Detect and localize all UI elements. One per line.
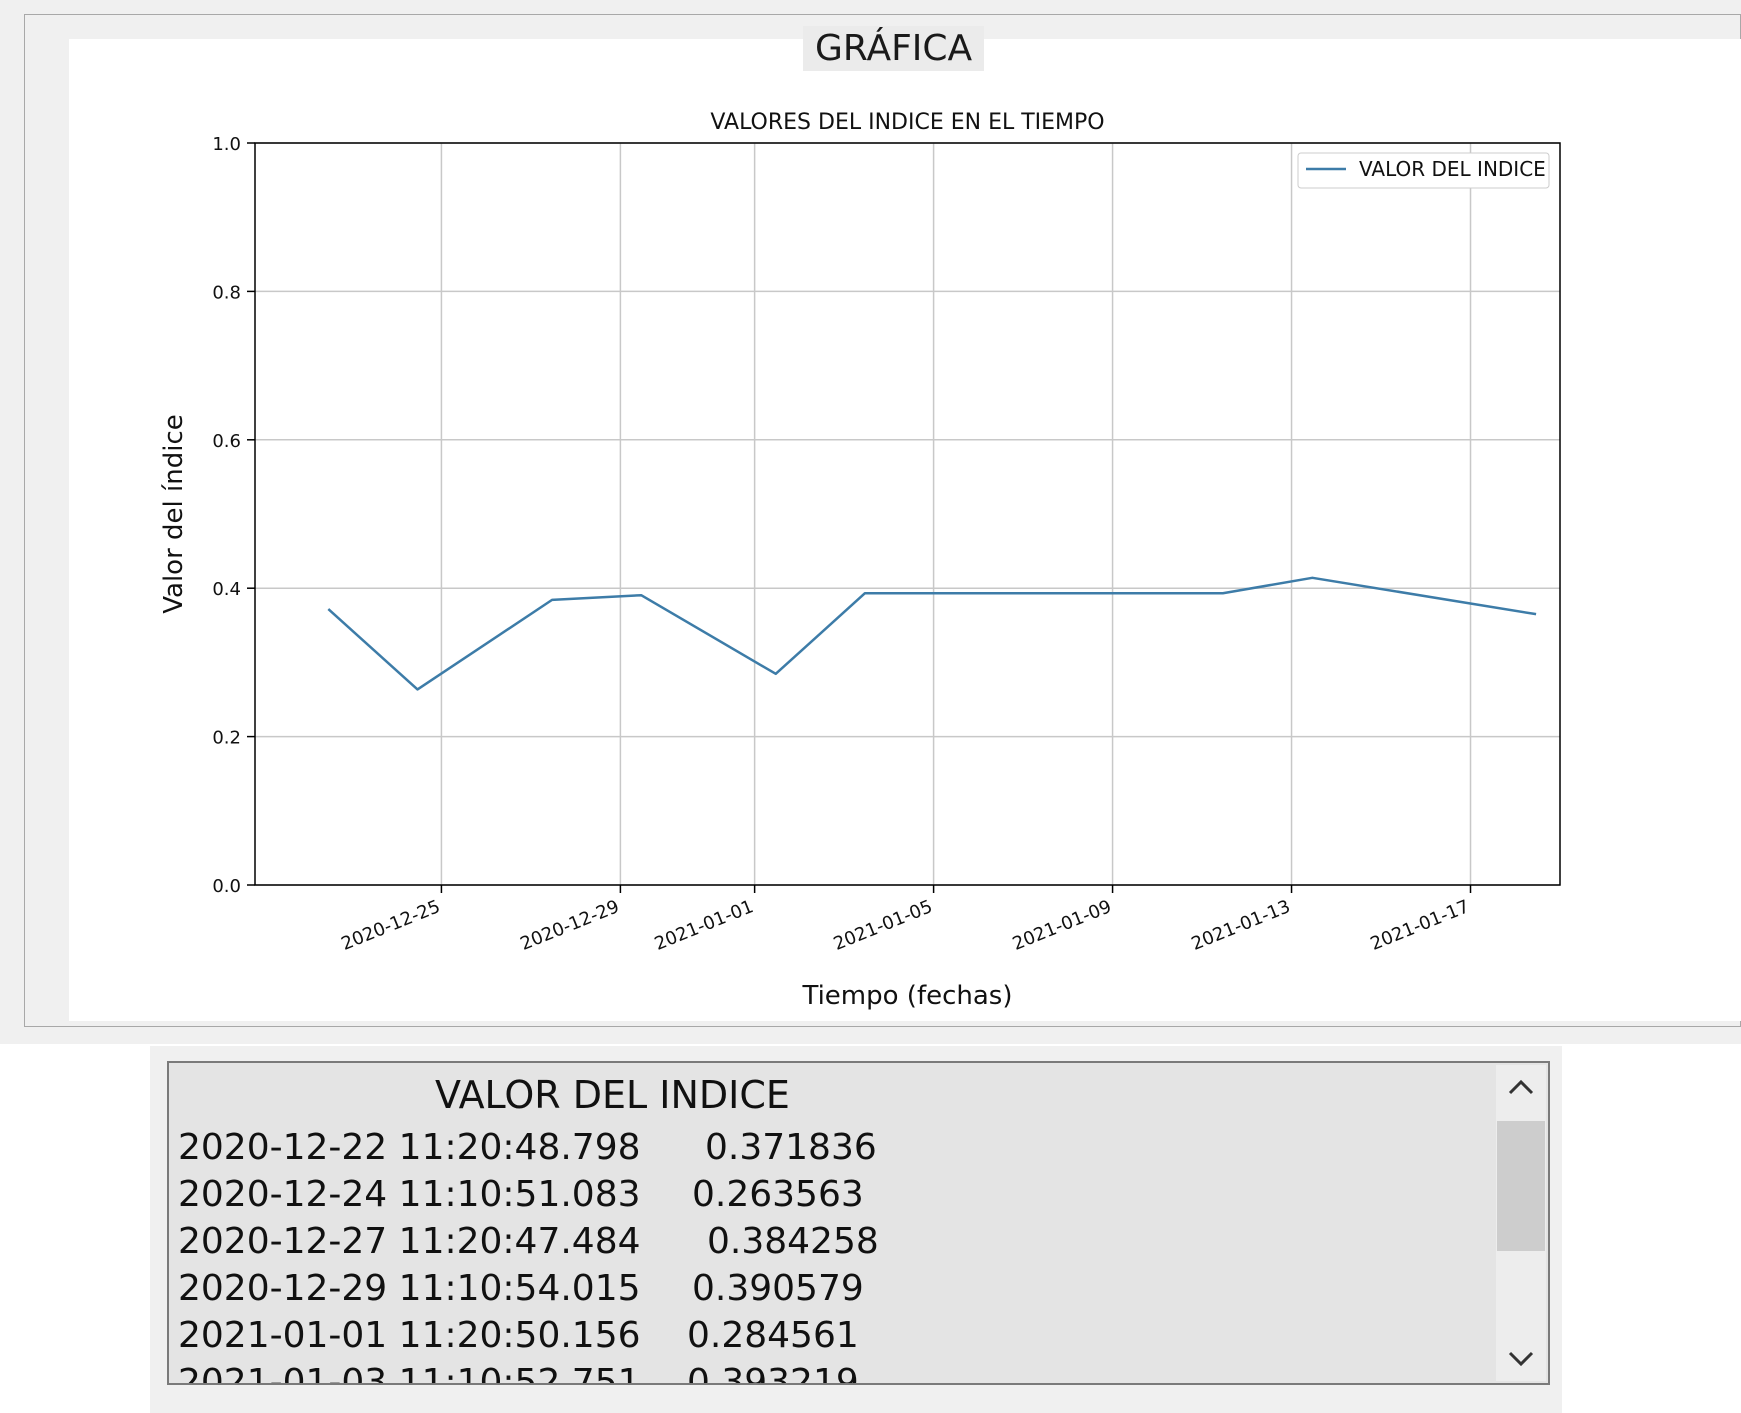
list-item-timestamp: 2020-12-24 11:10:51.083 bbox=[178, 1174, 641, 1215]
chevron-up-icon bbox=[1508, 1079, 1534, 1095]
line-chart: 0.0 0.2 0.4 0.6 0.8 1.0 2020-12-25 2020-12-29 20… bbox=[159, 110, 1561, 1011]
y-tick-label: 0.4 bbox=[212, 579, 241, 600]
series bbox=[327, 576, 1537, 691]
list-item-timestamp: 2020-12-22 11:20:48.798 bbox=[178, 1127, 641, 1168]
series-line bbox=[327, 576, 1537, 691]
values-listbox[interactable]: VALOR DEL INDICE 2020-12-22 11:20:48.798… bbox=[167, 1061, 1550, 1385]
list-item-value: 0.263563 bbox=[692, 1174, 864, 1215]
y-tick-label: 0.8 bbox=[212, 282, 241, 303]
chevron-down-icon bbox=[1508, 1351, 1534, 1367]
list-item-value: 0.371836 bbox=[705, 1127, 877, 1168]
plot-area bbox=[254, 142, 1561, 886]
list-item-timestamp: 2020-12-27 11:20:47.484 bbox=[178, 1221, 641, 1262]
x-tick-label: 2021-01-13 bbox=[1189, 896, 1294, 955]
y-tick-label: 0.6 bbox=[212, 431, 241, 452]
vertical-scrollbar[interactable] bbox=[1496, 1065, 1546, 1381]
grid bbox=[255, 142, 1560, 886]
chart-title: VALORES DEL INDICE EN EL TIEMPO bbox=[710, 110, 1104, 135]
list-item-timestamp: 2020-12-29 11:10:54.015 bbox=[178, 1268, 641, 1309]
scroll-up-button[interactable] bbox=[1496, 1065, 1546, 1109]
list-item-timestamp: 2021-01-03 11:10:52.751 bbox=[178, 1362, 641, 1385]
axis-ticks: 0.0 0.2 0.4 0.6 0.8 1.0 2020-12-25 2020-12-29 20… bbox=[212, 134, 1472, 955]
list-item-value: 0.284561 bbox=[687, 1315, 859, 1356]
x-tick-label: 2020-12-29 bbox=[517, 896, 622, 955]
x-tick-label: 2020-12-25 bbox=[338, 896, 443, 955]
list-item-value: 0.390579 bbox=[692, 1268, 864, 1309]
scroll-thumb[interactable] bbox=[1497, 1121, 1545, 1251]
legend-box bbox=[1297, 152, 1550, 189]
list-item-value: 0.393219 bbox=[687, 1362, 859, 1385]
legend: VALOR DEL INDICE bbox=[1297, 152, 1550, 189]
x-tick-label: 2021-01-17 bbox=[1368, 896, 1473, 955]
x-tick-label: 2021-01-09 bbox=[1010, 896, 1115, 955]
legend-label: VALOR DEL INDICE bbox=[1359, 157, 1546, 181]
x-tick-label: 2021-01-01 bbox=[652, 896, 757, 955]
list-item-value: 0.384258 bbox=[707, 1221, 879, 1262]
list-item-timestamp: 2021-01-01 11:20:50.156 bbox=[178, 1315, 641, 1356]
list-header: VALOR DEL INDICE bbox=[435, 1073, 790, 1117]
y-tick-label: 0.2 bbox=[212, 728, 241, 749]
chart-canvas bbox=[69, 39, 1741, 1021]
x-axis-label: Tiempo (fechas) bbox=[802, 981, 1013, 1011]
scroll-down-button[interactable] bbox=[1496, 1337, 1546, 1381]
y-tick-label: 1.0 bbox=[212, 134, 241, 155]
frame-title: GRÁFICA bbox=[803, 26, 985, 71]
y-axis-label: Valor del índice bbox=[159, 414, 189, 614]
y-tick-label: 0.0 bbox=[212, 876, 241, 897]
x-tick-label: 2021-01-05 bbox=[831, 896, 936, 955]
